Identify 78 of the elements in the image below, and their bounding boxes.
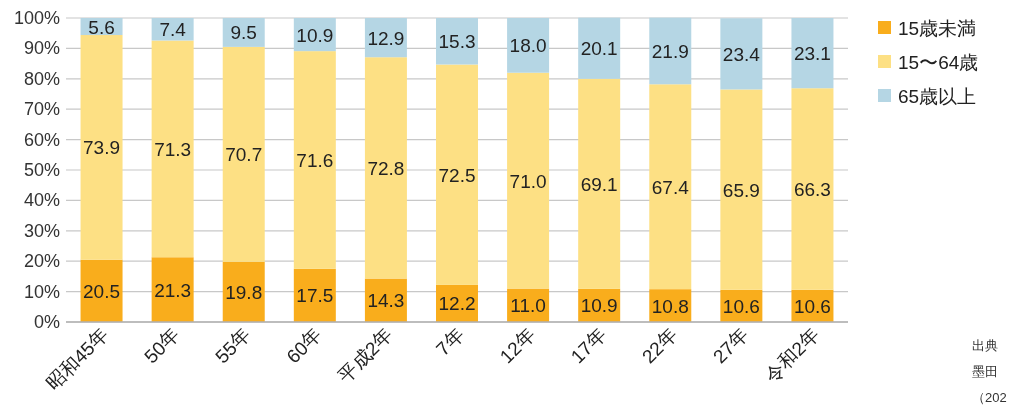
x-tick-label: 50年 (140, 323, 184, 368)
data-label: 9.5 (230, 22, 257, 44)
bar (578, 17, 621, 79)
bar (151, 40, 194, 258)
y-tick-label: 40% (23, 190, 60, 211)
bar (436, 18, 478, 65)
y-tick-label: 30% (23, 220, 60, 241)
data-label: 21.3 (154, 279, 192, 301)
x-tick-label: 令和2年 (760, 323, 824, 387)
data-label: 12.9 (367, 27, 405, 49)
data-label: 18.0 (509, 35, 547, 57)
x-tick-label: 平成2年 (334, 323, 397, 387)
data-label: 23.4 (722, 43, 761, 65)
bar (222, 46, 265, 262)
y-tick-label: 70% (23, 99, 60, 120)
x-tick-label: 60年 (282, 323, 326, 368)
data-label: 17.5 (296, 285, 334, 307)
data-label: 72.5 (438, 164, 476, 186)
data-label: 15.3 (438, 31, 476, 53)
y-tick-label: 0% (33, 312, 60, 332)
x-tick-label: 27年 (708, 323, 753, 368)
bar (436, 64, 478, 285)
data-label: 72.8 (367, 157, 405, 179)
data-label: 73.9 (83, 137, 121, 159)
data-label: 21.9 (651, 40, 689, 62)
bar (80, 35, 123, 260)
y-tick-label: 90% (23, 38, 60, 59)
y-tick-label: 50% (23, 160, 60, 180)
bar (720, 18, 763, 90)
bar (720, 89, 763, 290)
bar (791, 18, 834, 89)
data-label: 5.6 (88, 16, 115, 38)
data-label: 71.6 (296, 149, 334, 171)
legend-label: 15〜64歳 (898, 52, 979, 73)
bar (507, 72, 550, 289)
y-tick-label: 80% (23, 68, 60, 89)
text: 墨田 (972, 364, 998, 379)
bar (649, 17, 692, 85)
data-label: 20.5 (83, 280, 121, 302)
legend-label: 15歳未満 (898, 18, 977, 39)
bar (649, 84, 692, 290)
bar (151, 257, 194, 322)
data-label: 65.9 (722, 179, 760, 201)
data-label: 10.8 (651, 295, 689, 317)
data-label: 10.6 (722, 295, 760, 317)
text: （202 (972, 390, 1007, 405)
data-label: 7.4 (159, 19, 187, 41)
data-label: 10.6 (793, 295, 831, 317)
bar (791, 88, 834, 290)
x-tick-label: 7年 (432, 323, 468, 360)
data-label: 70.7 (225, 144, 263, 166)
data-label: 14.3 (367, 290, 405, 312)
data-label: 67.4 (651, 176, 690, 198)
data-label: 23.1 (793, 43, 831, 65)
x-tick-label: 12年 (495, 323, 539, 368)
legend-label: 65歳以上 (898, 86, 977, 107)
bar (293, 51, 336, 269)
data-label: 10.9 (580, 295, 618, 317)
y-tick-label: 10% (23, 281, 60, 302)
data-label: 71.3 (154, 138, 192, 160)
y-tick-label: 60% (23, 129, 60, 150)
data-label: 12.2 (438, 293, 476, 315)
data-label: 10.9 (296, 24, 334, 46)
x-tick-label: 17年 (566, 323, 611, 368)
data-label: 20.1 (580, 38, 618, 60)
bar (364, 57, 407, 279)
bar (578, 78, 621, 289)
data-label: 19.8 (225, 281, 263, 303)
x-tick-label: 22年 (637, 323, 682, 368)
bar (507, 18, 550, 73)
x-tick-label: 55年 (211, 323, 255, 368)
data-label: 69.1 (580, 173, 618, 195)
y-tick-label: 20% (23, 251, 60, 272)
data-label: 11.0 (510, 295, 546, 317)
text: 出典 (972, 338, 998, 353)
data-label: 66.3 (793, 179, 831, 200)
y-tick-label: 100% (13, 8, 60, 28)
data-label: 71.0 (509, 170, 547, 192)
